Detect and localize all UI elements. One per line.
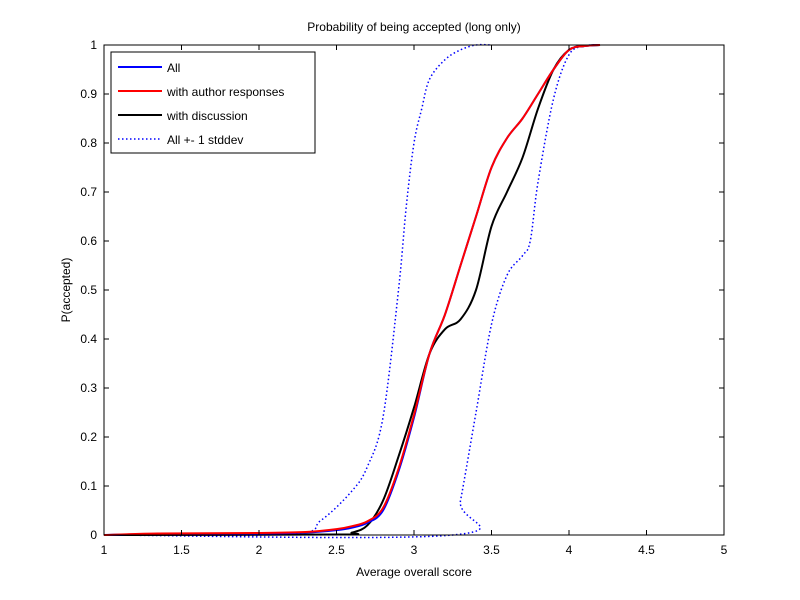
legend-label-author-responses: with author responses xyxy=(166,85,284,99)
x-tick-label: 3 xyxy=(411,543,418,557)
x-tick-label: 1.5 xyxy=(173,543,190,557)
y-tick-label: 0.3 xyxy=(80,381,97,395)
series-author-responses xyxy=(103,44,601,536)
x-axis: 1 1.5 2 2.5 3 3.5 4 4.5 5 xyxy=(101,45,728,557)
x-tick-label: 5 xyxy=(721,543,728,557)
y-tick-label: 0.4 xyxy=(80,332,97,346)
y-tick-label: 0.9 xyxy=(80,87,97,101)
legend-label-discussion: with discussion xyxy=(166,109,248,123)
series-group xyxy=(103,43,601,539)
series-stddev-lower xyxy=(103,43,492,537)
y-axis: 0 0.1 0.2 0.3 0.4 0.5 0.6 0.7 0.8 0.9 1 xyxy=(80,38,724,542)
y-tick-label: 0.2 xyxy=(80,430,97,444)
y-tick-label: 1 xyxy=(90,38,97,52)
y-tick-label: 0.5 xyxy=(80,283,97,297)
y-axis-title: P(accepted) xyxy=(59,258,73,323)
y-tick-label: 0.8 xyxy=(80,136,97,150)
x-tick-label: 1 xyxy=(101,543,108,557)
legend: All with author responses with discussio… xyxy=(110,51,316,154)
x-axis-title: Average overall score xyxy=(356,565,472,579)
legend-label-stddev: All +- 1 stddev xyxy=(167,133,243,147)
x-tick-label: 2.5 xyxy=(328,543,345,557)
chart-title: Probability of being accepted (long only… xyxy=(307,20,520,34)
x-tick-label: 2 xyxy=(256,543,263,557)
legend-box xyxy=(110,51,316,154)
y-tick-label: 0 xyxy=(90,528,97,542)
x-tick-label: 4 xyxy=(566,543,573,557)
x-tick-label: 4.5 xyxy=(638,543,655,557)
x-tick-label: 3.5 xyxy=(483,543,500,557)
y-tick-label: 0.6 xyxy=(80,234,97,248)
y-tick-label: 0.7 xyxy=(80,185,97,199)
legend-label-all: All xyxy=(167,61,180,75)
y-tick-label: 0.1 xyxy=(80,479,97,493)
